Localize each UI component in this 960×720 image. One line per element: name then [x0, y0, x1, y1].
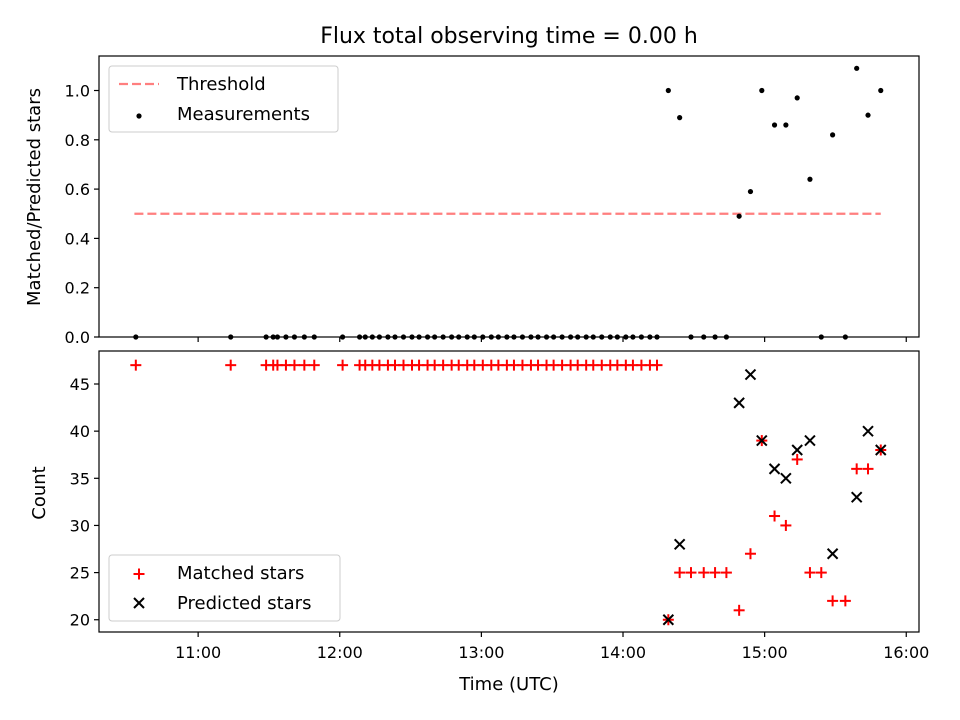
- xtick-label: 13:00: [458, 643, 504, 662]
- measurement-point: [878, 87, 884, 94]
- measurement-point: [759, 87, 765, 94]
- bottom-ytick-label: 30: [70, 516, 90, 535]
- measurement-point: [747, 188, 754, 195]
- measurement-point: [771, 122, 778, 128]
- matched-star-point: [288, 359, 300, 371]
- top-panel: Flux total observing time = 0.00 h Match…: [24, 24, 920, 347]
- matched-star-point: [815, 567, 827, 579]
- bottom-legend: Matched stars Predicted stars: [108, 554, 341, 622]
- xtick-label: 11:00: [175, 643, 221, 662]
- bottom-ytick-label: 35: [70, 469, 90, 488]
- matched-star-point: [744, 548, 756, 560]
- matched-star-point: [827, 595, 839, 607]
- xtick-label: 16:00: [883, 643, 929, 662]
- predicted-star-point: [780, 472, 792, 485]
- bottom-y-axis-label: Count: [29, 466, 50, 519]
- predicted-star-point: [768, 463, 781, 475]
- top-x-ticks: [197, 337, 907, 342]
- measurement-point: [830, 132, 836, 138]
- bottom-series: [130, 359, 887, 626]
- bottom-ytick-label: 45: [70, 375, 90, 394]
- matched-star-point: [698, 567, 710, 579]
- top-legend-box: [108, 65, 339, 133]
- matched-star-point: [780, 519, 792, 531]
- chart-title: Flux total observing time = 0.00 h: [320, 24, 698, 49]
- bottom-ytick-label: 40: [70, 422, 90, 441]
- predicted-star-point: [826, 548, 839, 560]
- top-ytick-label: 0.8: [65, 131, 90, 150]
- legend-measurements-label: Measurements: [177, 104, 310, 125]
- matched-star-point: [862, 463, 874, 475]
- matched-star-point: [804, 567, 816, 579]
- measurement-point: [677, 115, 683, 121]
- matched-star-point: [709, 567, 721, 579]
- xtick-label: 14:00: [600, 643, 646, 662]
- measurement-point: [865, 112, 871, 118]
- predicted-star-point: [662, 614, 675, 626]
- legend-matched-swatch: [133, 568, 145, 580]
- predicted-star-point: [756, 434, 768, 447]
- top-ytick-label: 1.0: [65, 82, 90, 101]
- bottom-ytick-label: 20: [70, 611, 90, 630]
- top-ytick-label: 0.4: [65, 229, 90, 248]
- top-legend: Threshold Measurements: [108, 65, 339, 133]
- matched-star-point: [337, 359, 349, 371]
- matched-star-point: [839, 595, 851, 607]
- predicted-star-point: [875, 444, 887, 456]
- top-y-axis-label: Matched/Predicted stars: [24, 88, 45, 306]
- bottom-legend-box: [108, 554, 341, 622]
- predicted-star-point: [804, 434, 816, 447]
- bottom-panel: Count Time (UTC) 20 25 30 35 40 45 11:00 12:00…: [29, 350, 929, 695]
- matched-star-point: [130, 359, 142, 371]
- legend-predicted-label: Predicted stars: [177, 593, 311, 614]
- predicted-star-point: [733, 397, 745, 409]
- bottom-ytick-label: 25: [70, 564, 90, 583]
- matched-star-point: [791, 453, 803, 465]
- xtick-label: 15:00: [742, 643, 788, 662]
- top-axes-frame: [98, 55, 920, 338]
- legend-threshold-label: Threshold: [176, 74, 266, 95]
- legend-predicted-swatch: [133, 597, 145, 609]
- predicted-star-point: [850, 491, 863, 503]
- predicted-star-point: [862, 425, 874, 437]
- matched-star-point: [651, 359, 663, 371]
- matched-star-point: [298, 359, 310, 371]
- matched-star-point: [720, 567, 732, 579]
- matched-star-point: [674, 567, 686, 579]
- measurement-point: [807, 176, 813, 182]
- legend-measurements-swatch: [136, 113, 142, 119]
- x-axis-label: Time (UTC): [458, 674, 559, 695]
- bottom-axes-frame: [98, 350, 920, 633]
- xtick-label: 12:00: [317, 643, 363, 662]
- measurement-point: [783, 122, 789, 128]
- top-y-ticks: 0.0 0.2 0.4 0.6 0.8 1.0: [65, 82, 99, 347]
- matched-star-point: [769, 510, 781, 522]
- top-ytick-label: 0.0: [65, 328, 90, 347]
- top-ytick-label: 0.6: [65, 180, 90, 199]
- matched-star-point: [308, 359, 320, 371]
- predicted-star-point: [791, 444, 803, 456]
- matched-star-point: [851, 463, 863, 475]
- predicted-star-point: [673, 538, 686, 551]
- matched-star-point: [733, 604, 745, 616]
- matched-star-point: [225, 359, 237, 371]
- measurement-point: [665, 87, 671, 94]
- bottom-y-ticks: 20 25 30 35 40 45: [70, 375, 99, 630]
- top-ytick-label: 0.2: [65, 279, 90, 298]
- measurement-point: [854, 65, 860, 71]
- bottom-x-ticks: 11:00 12:00 13:00 14:00 15:00 16:00: [175, 632, 929, 662]
- measurement-point: [736, 213, 742, 219]
- predicted-star-point: [744, 368, 757, 381]
- top-series: [133, 65, 884, 340]
- measurement-point: [794, 95, 800, 101]
- matched-star-point: [685, 567, 697, 579]
- legend-matched-label: Matched stars: [177, 563, 304, 584]
